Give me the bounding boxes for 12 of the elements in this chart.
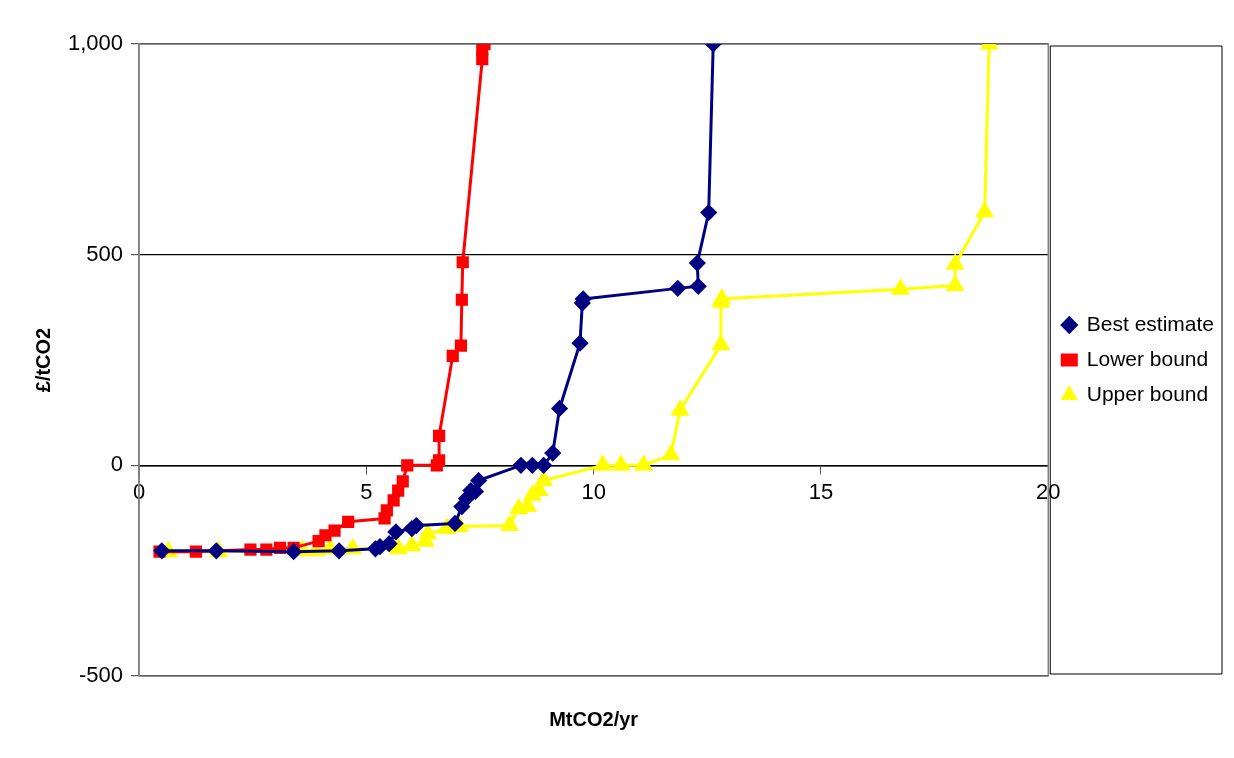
y-tick-label: 0: [110, 451, 124, 477]
y-axis-title: £/tCO2: [31, 327, 54, 393]
y-tick-label: 1,000: [67, 30, 124, 56]
legend-label: Best estimate: [1086, 311, 1215, 335]
x-tick-label: 15: [808, 478, 834, 504]
legend-label: Upper bound: [1086, 381, 1209, 405]
x-axis-title: MtCO2/yr: [549, 707, 639, 730]
y-tick-label: -500: [79, 662, 124, 688]
y-tick-label: 500: [86, 240, 124, 266]
x-tick-label: 5: [360, 478, 373, 504]
legend-label: Lower bound: [1086, 346, 1209, 370]
x-tick-label: 10: [581, 478, 606, 504]
